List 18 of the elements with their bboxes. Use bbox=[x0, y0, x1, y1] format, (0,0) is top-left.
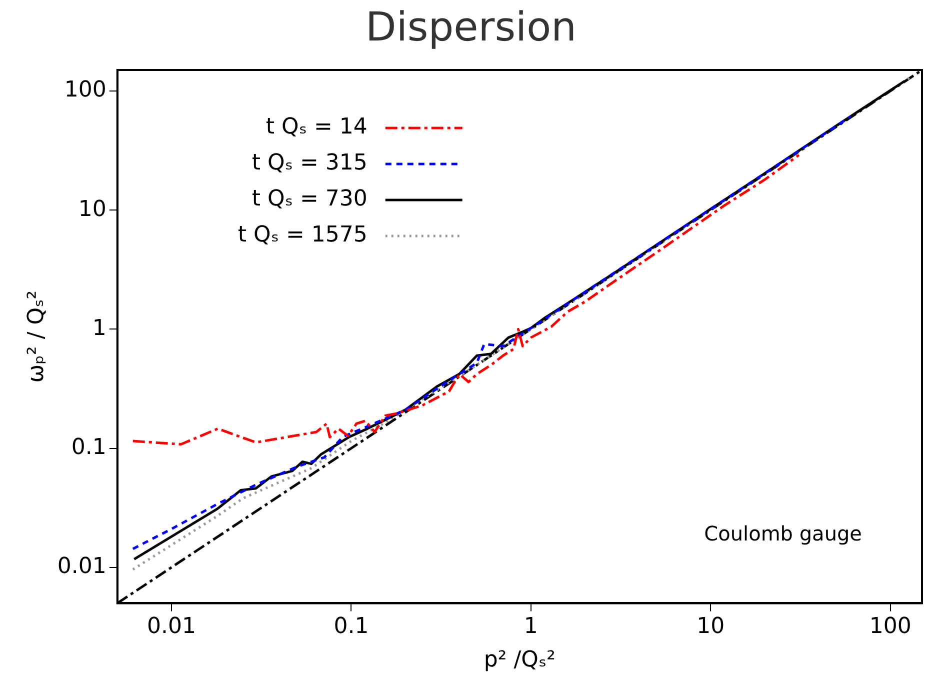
y-axis-title: ωₚ² / Qₛ² bbox=[24, 290, 49, 383]
x-axis-title: p² /Qₛ² bbox=[484, 648, 556, 673]
x-tick-label: 0.01 bbox=[146, 614, 196, 640]
y-tick-label: 100 bbox=[64, 78, 106, 103]
legend-label: t Qₛ = 730 bbox=[252, 186, 368, 212]
y-tick-label: 0.1 bbox=[71, 434, 106, 460]
legend-label: t Qₛ = 315 bbox=[252, 150, 368, 176]
chart-title: Dispersion bbox=[366, 4, 576, 50]
legend-label: t Qₛ = 14 bbox=[266, 114, 368, 140]
y-tick-label: 0.01 bbox=[57, 554, 106, 580]
legend-label: t Qₛ = 1575 bbox=[238, 222, 368, 248]
y-tick-label: 10 bbox=[78, 196, 106, 222]
x-tick-label: 0.1 bbox=[334, 614, 369, 640]
x-tick-label: 100 bbox=[869, 614, 912, 640]
y-tick-label: 1 bbox=[92, 316, 106, 341]
annotation: Coulomb gauge bbox=[704, 521, 862, 546]
x-tick-label: 1 bbox=[524, 614, 538, 640]
x-tick-label: 10 bbox=[696, 614, 725, 640]
